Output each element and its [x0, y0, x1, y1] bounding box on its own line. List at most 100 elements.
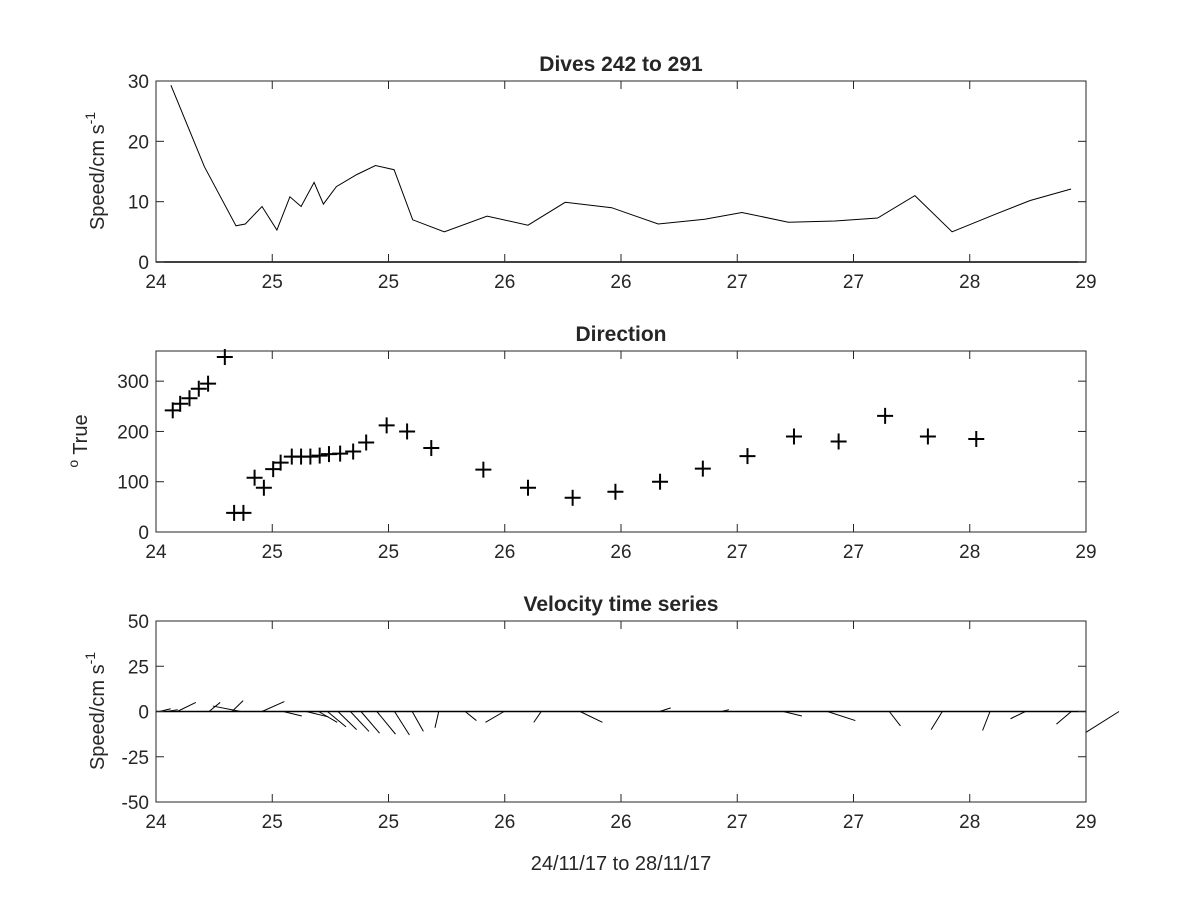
direction-data-point	[345, 443, 362, 460]
direction-data-point	[265, 461, 282, 478]
speed-plot-area	[155, 80, 1087, 263]
speed-x-tick-label: 27	[727, 272, 748, 293]
direction-y-tick-label: 100	[117, 473, 149, 494]
velocity-stick	[327, 711, 347, 728]
speed-x-tick-label: 24	[145, 272, 167, 293]
velocity-stick	[176, 702, 197, 712]
direction-x-tick-label: 29	[1075, 542, 1096, 563]
velocity-stick	[485, 711, 505, 723]
speed-series-line	[170, 85, 1072, 233]
direction-data-point	[216, 349, 233, 366]
velocity-stick	[783, 711, 803, 717]
direction-data-point	[399, 423, 416, 440]
speed-y-tick-label: 30	[128, 72, 149, 93]
direction-data-point	[332, 445, 349, 462]
speed-x-tick-label: 26	[494, 272, 515, 293]
direction-x-tick-label: 24	[145, 542, 167, 563]
velocity-stick	[827, 711, 856, 722]
direction-data-point	[190, 380, 207, 397]
velocity-stick	[283, 711, 302, 717]
velocity-stick	[982, 711, 991, 731]
direction-data-point	[877, 407, 894, 424]
direction-data-point	[246, 469, 263, 486]
speed-y-tick-label: 10	[128, 193, 149, 214]
direction-x-tick-label: 27	[727, 542, 748, 563]
velocity-x-tick-label: 29	[1075, 812, 1096, 833]
direction-data-point	[164, 402, 181, 419]
velocity-x-tick-label: 28	[959, 812, 980, 833]
velocity-stick	[930, 711, 943, 730]
velocity-stick	[212, 705, 241, 712]
direction-data-point	[694, 460, 711, 477]
velocity-stick	[411, 711, 424, 732]
velocity-x-axis-label: 24/11/17 to 28/11/17	[531, 853, 712, 875]
direction-data-point	[358, 434, 375, 451]
direction-data-point	[235, 504, 252, 521]
direction-data-point	[172, 395, 189, 412]
velocity-stick	[360, 711, 380, 734]
direction-plot-area	[155, 350, 1087, 533]
direction-x-tick-label: 25	[378, 542, 399, 563]
direction-data-point	[302, 448, 319, 465]
speed-panel: 24 25 25 26 26 27 27 28 29 0 10 20 30 Dives 242 to 2…	[82, 53, 1097, 293]
direction-data-point	[475, 461, 492, 478]
speed-x-tick-label: 27	[843, 272, 864, 293]
direction-x-tick-label: 28	[959, 542, 980, 563]
velocity-y-tick-label: -50	[122, 793, 149, 814]
direction-y-tick-label: 300	[117, 372, 149, 393]
velocity-x-tick-label: 24	[145, 812, 167, 833]
velocity-stick	[337, 711, 357, 730]
direction-data-point	[520, 479, 536, 496]
direction-data-point	[739, 448, 756, 465]
direction-chart-title: Direction	[575, 323, 666, 346]
direction-data-point	[919, 428, 936, 445]
direction-data-point	[181, 390, 198, 407]
speed-x-tick-label: 29	[1075, 272, 1096, 293]
direction-y-tick-label: 200	[117, 422, 149, 443]
direction-y-tick-label: 0	[138, 523, 149, 544]
direction-panel: 24 25 25 26 26 27 27 28 29 0 100 200 300 Direction o…	[65, 323, 1097, 563]
velocity-y-axis-label: Speed/cm s-1	[82, 652, 109, 770]
direction-data-point	[785, 428, 802, 445]
velocity-chart-title: Velocity time series	[524, 593, 719, 616]
velocity-x-tick-label: 25	[262, 812, 283, 833]
velocity-stick	[579, 711, 603, 723]
velocity-stick	[659, 707, 671, 712]
velocity-stick	[350, 711, 370, 732]
velocity-stick	[318, 711, 338, 723]
direction-data-point	[272, 454, 289, 471]
speed-y-tick-label: 0	[138, 253, 149, 274]
velocity-stick	[464, 711, 477, 721]
velocity-stick	[1010, 711, 1026, 720]
velocity-stick	[208, 702, 221, 712]
direction-data-point	[200, 375, 217, 392]
direction-data-point	[607, 483, 624, 500]
direction-data-point	[255, 479, 272, 496]
velocity-stick	[721, 709, 729, 712]
velocity-y-tick-label: 0	[138, 703, 149, 724]
velocity-y-tick-label: 50	[128, 612, 149, 633]
velocity-x-tick-label: 26	[610, 812, 631, 833]
velocity-x-tick-label: 26	[494, 812, 515, 833]
direction-x-tick-label: 25	[262, 542, 283, 563]
velocity-y-tick-label: 25	[128, 657, 149, 678]
direction-x-tick-label: 26	[494, 542, 515, 563]
velocity-stick	[1056, 711, 1072, 725]
velocity-stick	[261, 701, 285, 712]
direction-x-tick-label: 27	[843, 542, 864, 563]
velocity-x-tick-label: 27	[843, 812, 864, 833]
direction-data-point	[423, 440, 440, 457]
speed-y-tick-label: 20	[128, 132, 149, 153]
velocity-stick	[1085, 711, 1120, 733]
velocity-stick	[306, 711, 329, 718]
direction-data-point	[378, 417, 395, 434]
direction-x-tick-label: 26	[610, 542, 631, 563]
direction-y-axis-label: oTrue	[65, 414, 92, 467]
velocity-stick	[434, 711, 440, 728]
speed-x-tick-label: 25	[378, 272, 399, 293]
velocity-x-tick-label: 27	[727, 812, 748, 833]
velocity-stick	[394, 711, 410, 736]
direction-data-point	[564, 489, 581, 506]
speed-y-axis-label: Speed/cm s-1	[82, 112, 109, 230]
direction-data-point	[968, 430, 985, 447]
